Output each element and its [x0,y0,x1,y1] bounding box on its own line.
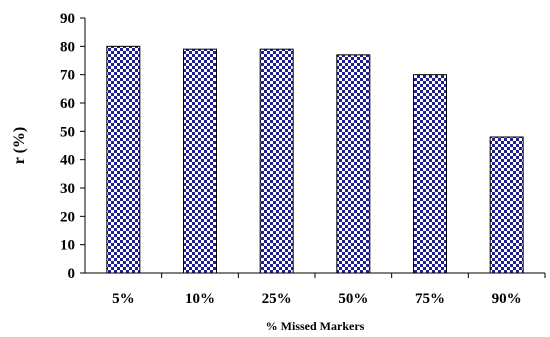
x-tick-label: 5% [112,291,135,307]
y-tick-label: 30 [60,181,75,197]
y-tick-label: 20 [60,209,75,225]
y-tick-label: 10 [60,238,75,254]
x-axis-title: % Missed Markers [266,319,365,333]
x-tick-label: 50% [338,291,368,307]
bars [106,45,524,274]
x-axis-ticks: 5% 10% 25% 50% 75% 90% [112,273,546,307]
bar [413,74,447,274]
bar [183,48,217,274]
x-tick-label: 75% [415,291,445,307]
y-axis-title: r (%) [11,127,28,164]
x-tick-label: 90% [492,291,522,307]
bar [259,48,294,274]
bar [106,45,141,274]
y-tick-label: 50 [60,124,75,140]
x-tick-label: 25% [262,291,292,307]
y-tick-label: 70 [60,68,75,84]
y-axis-ticks: 0 10 20 30 40 50 60 70 80 90 [60,11,85,282]
bar [336,54,371,274]
y-tick-label: 90 [60,11,75,27]
y-tick-label: 80 [60,39,75,55]
y-tick-label: 60 [60,96,75,112]
x-tick-label: 10% [185,291,215,307]
y-tick-label: 0 [68,266,76,282]
bar [489,136,524,274]
y-tick-label: 40 [60,153,75,169]
